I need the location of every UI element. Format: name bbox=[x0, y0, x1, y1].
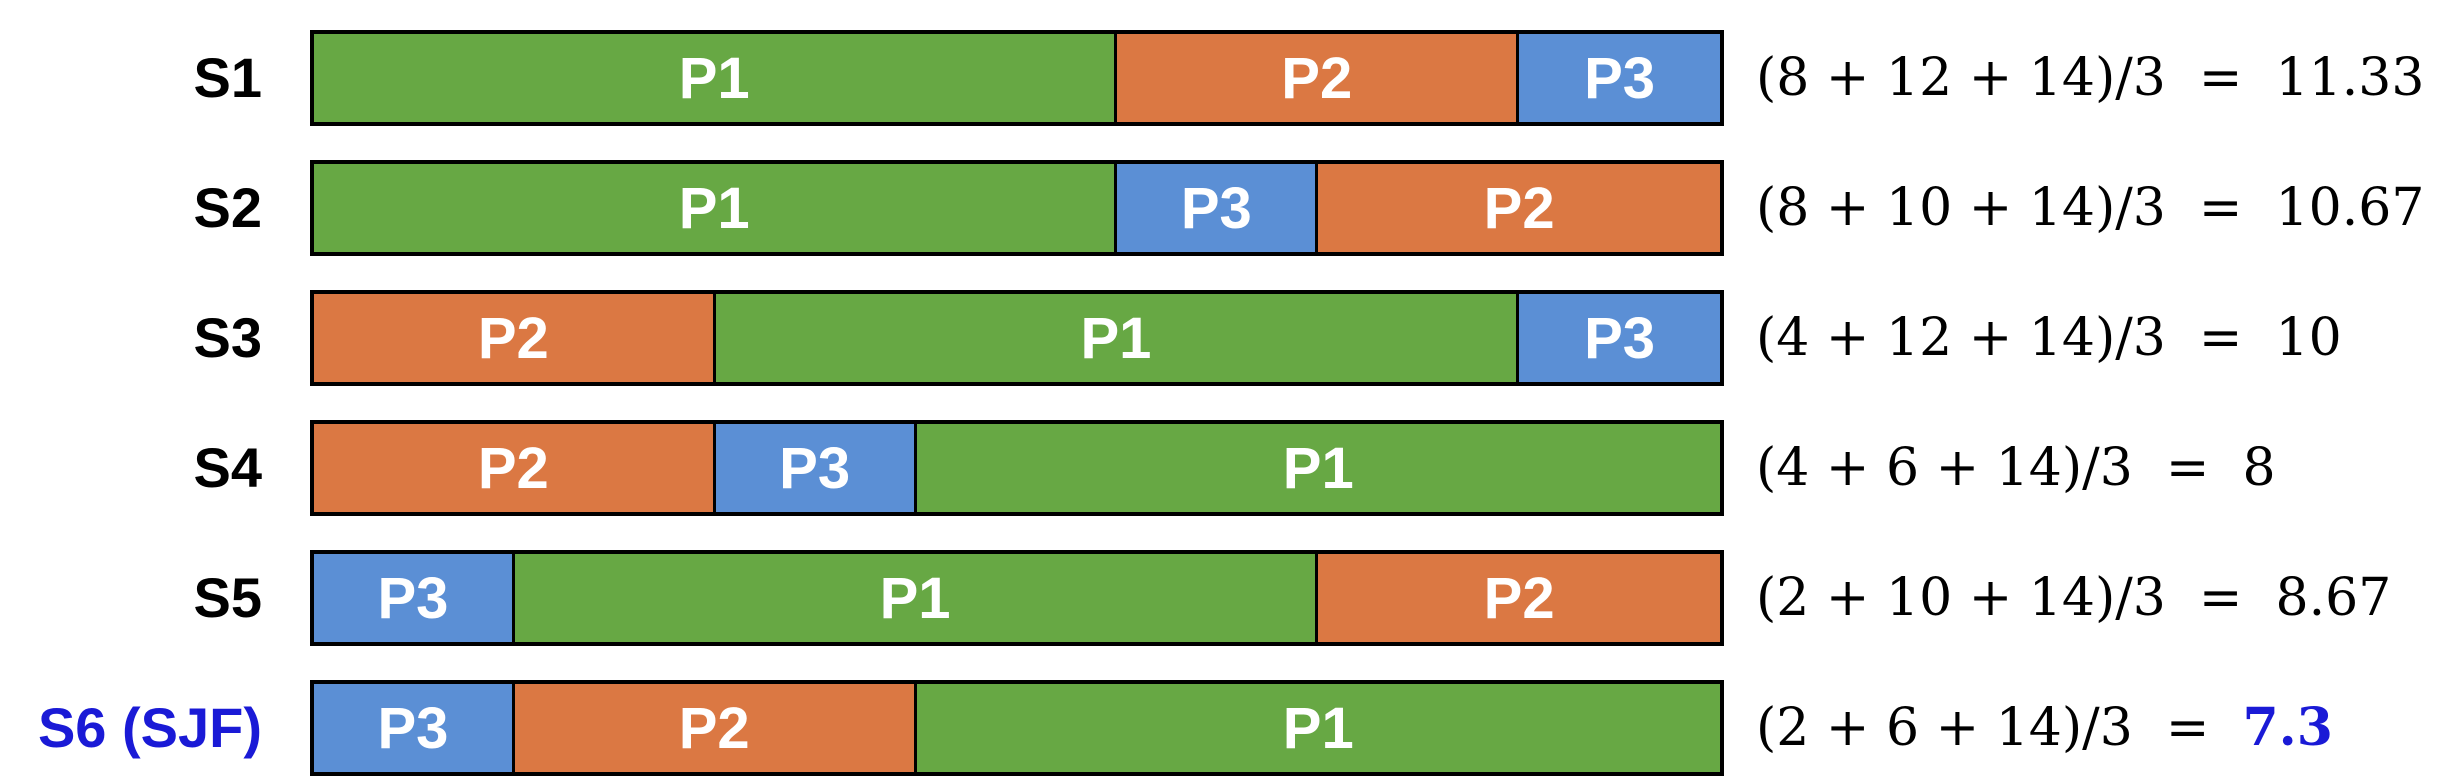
process-segment-p2: P2 bbox=[1318, 554, 1720, 642]
formula-result: 10 bbox=[2275, 308, 2342, 368]
process-segment-p2: P2 bbox=[1318, 164, 1720, 252]
process-segment-p3: P3 bbox=[715, 424, 917, 512]
process-segment-p1: P1 bbox=[916, 424, 1720, 512]
process-segment-p1: P1 bbox=[514, 554, 1319, 642]
process-segment-p3: P3 bbox=[1519, 294, 1720, 382]
schedule-label: S4 bbox=[193, 436, 263, 499]
average-wait-formula: (4 + 6 + 14)/3 = 8 bbox=[1756, 420, 2276, 516]
gantt-bar: P1 P2 P3 bbox=[310, 30, 1724, 126]
formula-result: 10.67 bbox=[2275, 178, 2425, 238]
schedule-row: S3 P2 P1 P3 (4 + 12 + 14)/3 = 10 bbox=[0, 290, 2440, 386]
schedule-row: S5 P3 P1 P2 (2 + 10 + 14)/3 = 8.67 bbox=[0, 550, 2440, 646]
formula-expression: (2 + 10 + 14)/3 = bbox=[1756, 568, 2243, 628]
process-segment-p1: P1 bbox=[715, 294, 1520, 382]
gantt-bar: P2 P3 P1 bbox=[310, 420, 1724, 516]
formula-expression: (4 + 12 + 14)/3 = bbox=[1756, 308, 2243, 368]
process-segment-p1: P1 bbox=[314, 34, 1118, 122]
process-segment-p2: P2 bbox=[314, 424, 716, 512]
average-wait-formula: (2 + 10 + 14)/3 = 8.67 bbox=[1756, 550, 2391, 646]
process-segment-p3: P3 bbox=[1519, 34, 1720, 122]
schedule-label: S1 bbox=[193, 46, 263, 109]
process-segment-p1: P1 bbox=[916, 684, 1720, 772]
process-segment-p3: P3 bbox=[1117, 164, 1319, 252]
schedule-label: S2 bbox=[193, 176, 263, 239]
average-wait-formula: (8 + 12 + 14)/3 = 11.33 bbox=[1756, 30, 2424, 126]
gantt-bar: P2 P1 P3 bbox=[310, 290, 1724, 386]
process-segment-p2: P2 bbox=[1117, 34, 1520, 122]
gantt-bar: P3 P2 P1 bbox=[310, 680, 1724, 776]
formula-result: 11.33 bbox=[2275, 48, 2425, 108]
formula-expression: (2 + 6 + 14)/3 = bbox=[1756, 698, 2210, 758]
schedule-label: S6 (SJF) bbox=[37, 696, 262, 759]
process-segment-p2: P2 bbox=[514, 684, 917, 772]
formula-result: 7.3 bbox=[2242, 697, 2333, 758]
process-segment-p3: P3 bbox=[314, 684, 515, 772]
formula-result: 8.67 bbox=[2275, 568, 2392, 628]
gantt-bar: P1 P3 P2 bbox=[310, 160, 1724, 256]
schedule-row: S4 P2 P3 P1 (4 + 6 + 14)/3 = 8 bbox=[0, 420, 2440, 516]
process-segment-p2: P2 bbox=[314, 294, 716, 382]
schedule-row: S1 P1 P2 P3 (8 + 12 + 14)/3 = 11.33 bbox=[0, 30, 2440, 126]
schedule-label: S3 bbox=[193, 306, 263, 369]
formula-expression: (4 + 6 + 14)/3 = bbox=[1756, 438, 2210, 498]
average-wait-formula: (4 + 12 + 14)/3 = 10 bbox=[1756, 290, 2342, 386]
schedule-row: S6 (SJF) P3 P2 P1 (2 + 6 + 14)/3 = 7.3 bbox=[0, 680, 2440, 776]
average-wait-formula: (8 + 10 + 14)/3 = 10.67 bbox=[1756, 160, 2424, 256]
gantt-bar: P3 P1 P2 bbox=[310, 550, 1724, 646]
process-segment-p3: P3 bbox=[314, 554, 515, 642]
formula-expression: (8 + 10 + 14)/3 = bbox=[1756, 178, 2243, 238]
schedule-row: S2 P1 P3 P2 (8 + 10 + 14)/3 = 10.67 bbox=[0, 160, 2440, 256]
formula-expression: (8 + 12 + 14)/3 = bbox=[1756, 48, 2243, 108]
process-segment-p1: P1 bbox=[314, 164, 1118, 252]
average-wait-formula: (2 + 6 + 14)/3 = 7.3 bbox=[1756, 680, 2333, 776]
formula-result: 8 bbox=[2242, 438, 2276, 498]
schedule-label: S5 bbox=[193, 566, 263, 629]
